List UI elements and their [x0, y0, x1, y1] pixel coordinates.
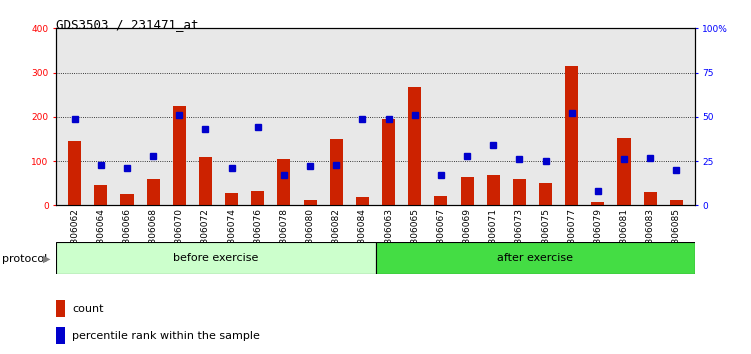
Text: ▶: ▶ [43, 254, 50, 264]
Bar [56, 242, 376, 274]
Text: GDS3503 / 231471_at: GDS3503 / 231471_at [56, 18, 199, 31]
Bar [460, 177, 474, 205]
Bar [173, 106, 185, 205]
Bar [277, 159, 291, 205]
Text: percentile rank within the sample: percentile rank within the sample [72, 331, 260, 341]
Bar [56, 327, 65, 344]
Bar [356, 198, 369, 205]
Bar [376, 242, 695, 274]
Bar [617, 138, 631, 205]
Bar [670, 200, 683, 205]
Bar [225, 193, 238, 205]
Bar [487, 175, 499, 205]
Bar [56, 300, 65, 318]
Text: before exercise: before exercise [173, 253, 258, 263]
Bar [591, 202, 605, 205]
Bar [303, 200, 317, 205]
Bar [566, 66, 578, 205]
Bar [68, 141, 81, 205]
Text: protocol: protocol [2, 254, 47, 264]
Text: count: count [72, 304, 104, 314]
Bar [252, 191, 264, 205]
Bar [120, 194, 134, 205]
Bar [644, 192, 656, 205]
Bar [330, 139, 342, 205]
Text: after exercise: after exercise [497, 253, 573, 263]
Bar [382, 119, 395, 205]
Bar [434, 195, 448, 205]
Bar [199, 156, 212, 205]
Bar [409, 87, 421, 205]
Bar [146, 179, 160, 205]
Bar [513, 179, 526, 205]
Bar [95, 185, 107, 205]
Bar [539, 183, 552, 205]
